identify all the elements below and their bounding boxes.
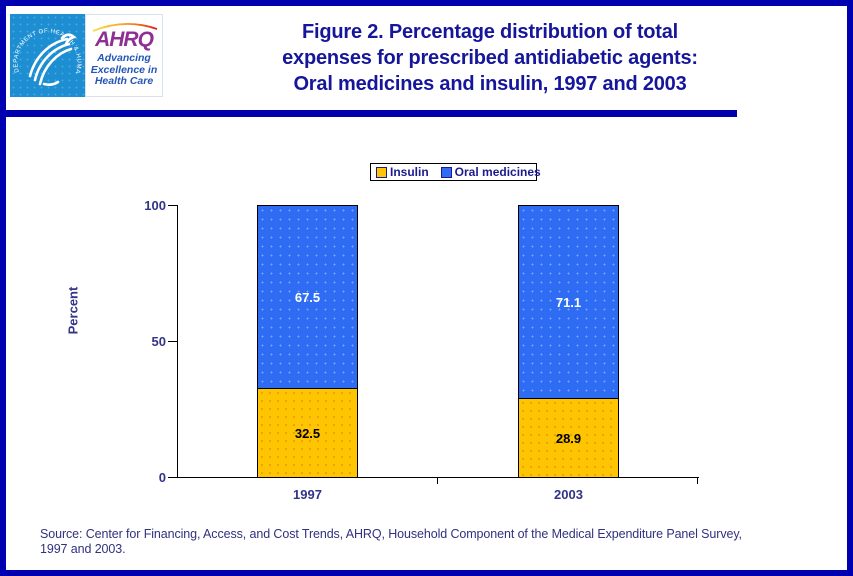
legend-swatch-oral-medicines	[440, 166, 452, 178]
bar-1997-oral-medicines-value: 67.5	[294, 289, 321, 305]
bar-2003-oral-medicines-value: 71.1	[555, 294, 582, 310]
bar-2003: 71.1 28.9	[518, 205, 619, 478]
x-category-label-1997: 1997	[293, 487, 322, 502]
figure-title-line1: Figure 2. Percentage distribution of tot…	[301, 21, 679, 43]
y-tick-0	[168, 477, 177, 478]
bar-2003-insulin-value: 28.9	[555, 430, 582, 446]
legend: Insulin Oral medicines	[370, 163, 541, 181]
legend-swatch-insulin	[376, 166, 387, 178]
source-note: Source: Center for Financing, Access, an…	[40, 527, 830, 557]
legend-label-oral-medicines: Oral medicines	[454, 165, 541, 179]
y-axis-title: Percent	[65, 286, 81, 335]
x-tick-end	[697, 478, 698, 484]
y-axis-line	[177, 205, 178, 478]
figure-title: Figure 2. Percentage distribution of tot…	[140, 19, 840, 97]
figure-title-line2: expenses for prescribed antidiabetic age…	[282, 47, 698, 69]
ahrq-logo: AHRQ Advancing Excellence in Health Care	[85, 14, 163, 97]
bar-2003-insulin-segment: 28.9	[518, 399, 619, 478]
bar-1997-insulin-value: 32.5	[294, 425, 321, 441]
hhs-seal: DEPARTMENT OF HEALTH & HUMAN SERVICES · …	[8, 10, 85, 97]
figure-title-line3: Oral medicines and insulin, 1997 and 200…	[293, 73, 687, 95]
bar-1997-insulin-segment: 32.5	[257, 389, 358, 478]
ahrq-rainbow-arc-icon	[92, 23, 158, 32]
bar-1997-oral-medicines-segment: 67.5	[257, 205, 358, 390]
hhs-ahrq-logo: DEPARTMENT OF HEALTH & HUMAN SERVICES · …	[8, 10, 163, 97]
y-tick-100	[168, 205, 177, 206]
x-tick-mid	[437, 478, 438, 484]
bar-1997: 67.5 32.5	[257, 205, 358, 478]
y-tick-label-100: 100	[144, 198, 166, 213]
header-divider-bar	[6, 110, 737, 117]
x-axis-line	[177, 477, 699, 478]
y-tick-label-0: 0	[158, 470, 166, 485]
y-tick-50	[168, 341, 177, 342]
ahrq-wordmark: AHRQ	[95, 28, 154, 51]
bar-2003-oral-medicines-segment: 71.1	[518, 205, 619, 400]
svg-text:DEPARTMENT OF HEALTH & HUMAN S: DEPARTMENT OF HEALTH & HUMAN SERVICES · …	[10, 14, 82, 74]
x-category-label-2003: 2003	[554, 487, 583, 502]
source-note-line1: Source: Center for Financing, Access, an…	[40, 527, 742, 541]
legend-label-insulin: Insulin	[390, 165, 429, 179]
y-tick-label-50: 50	[151, 334, 166, 349]
ahrq-tagline: Advancing Excellence in Health Care	[90, 52, 158, 87]
hhs-eagle-icon: DEPARTMENT OF HEALTH & HUMAN SERVICES · …	[8, 10, 82, 86]
source-note-line2: 1997 and 2003.	[40, 542, 126, 556]
